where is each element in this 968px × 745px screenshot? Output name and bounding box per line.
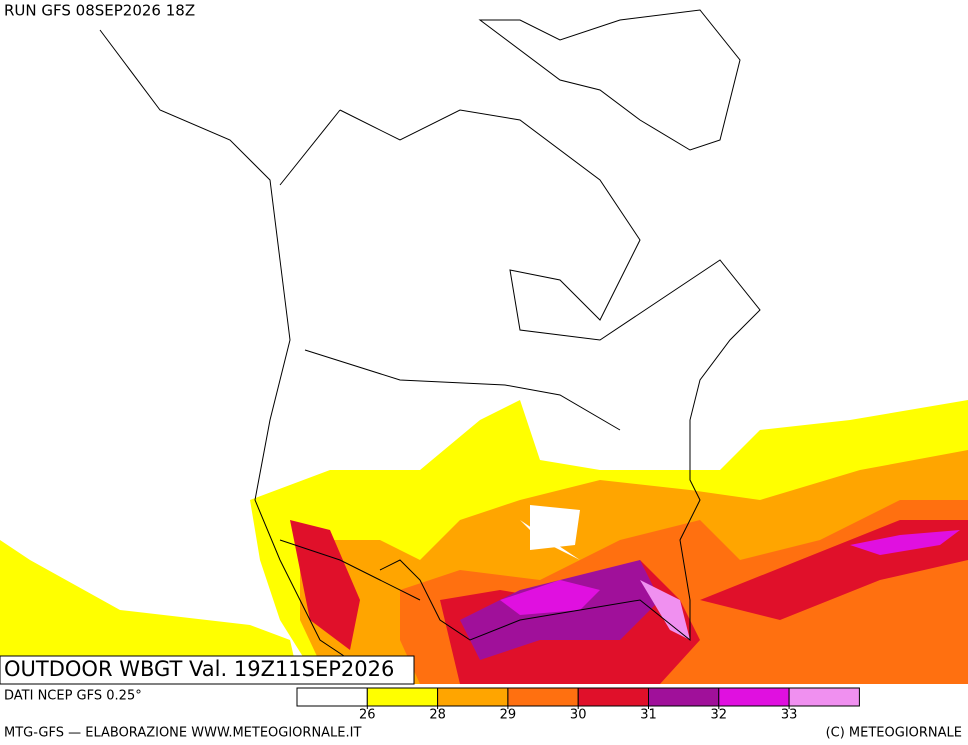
product-box [0, 655, 415, 685]
legend-swatch [366, 687, 439, 707]
legend-swatch [718, 687, 790, 707]
legend-swatch [788, 687, 860, 707]
credit-label: MTG-GFS — ELABORAZIONE WWW.METEOGIORNALE… [4, 726, 361, 741]
wbgt-field [0, 400, 968, 684]
legend-swatch [648, 687, 720, 707]
legend-tick-label: 26 [359, 708, 376, 723]
legend-swatch [507, 687, 579, 707]
legend-swatch [437, 687, 509, 707]
legend-tick-label: 31 [640, 708, 657, 723]
coastlines [99, 9, 761, 661]
legend-tick-label: 29 [500, 708, 517, 723]
run-label: RUN GFS 08SEP2026 18Z [4, 2, 195, 20]
legend-tick-label: 28 [429, 708, 446, 723]
legend-swatch [296, 687, 368, 707]
legend-tick-label: 32 [711, 708, 728, 723]
product-label: OUTDOOR WBGT Val. 19Z11SEP2026 [4, 657, 394, 681]
legend-swatch [577, 687, 650, 707]
source-label: DATI NCEP GFS 0.25° [4, 689, 142, 704]
legend: 26 28 29 30 31 32 33 [296, 687, 860, 723]
legend-tick-label: 30 [570, 708, 587, 723]
copyright-label: (C) METEOGIORNALE [826, 726, 962, 741]
legend-tick-label: 33 [781, 708, 798, 723]
